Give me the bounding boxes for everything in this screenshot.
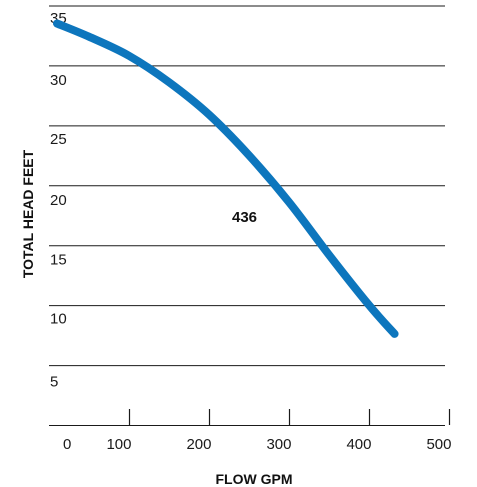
curve-label-436: 436 — [232, 209, 257, 226]
x-axis: 0 100 200 300 400 500 — [49, 409, 452, 453]
x-axis-title: FLOW GPM — [216, 471, 293, 487]
y-axis-title: TOTAL HEAD FEET — [20, 149, 36, 278]
gridlines — [49, 5, 445, 367]
y-tick-label-10: 10 — [50, 311, 67, 328]
pump-curve-436 — [53, 19, 399, 338]
y-tick-label-30: 30 — [50, 72, 67, 89]
x-tick-label-300: 300 — [266, 436, 291, 453]
x-tick-label-400: 400 — [346, 436, 371, 453]
x-tick-label-200: 200 — [186, 436, 211, 453]
y-tick-label-20: 20 — [50, 192, 67, 209]
y-tick-label-25: 25 — [50, 131, 67, 148]
x-tick-label-100: 100 — [106, 436, 131, 453]
y-tick-label-15: 15 — [50, 252, 67, 269]
x-tick-label-0: 0 — [63, 436, 71, 453]
x-tick-label-500: 500 — [426, 436, 451, 453]
y-tick-label-5: 5 — [50, 374, 58, 391]
